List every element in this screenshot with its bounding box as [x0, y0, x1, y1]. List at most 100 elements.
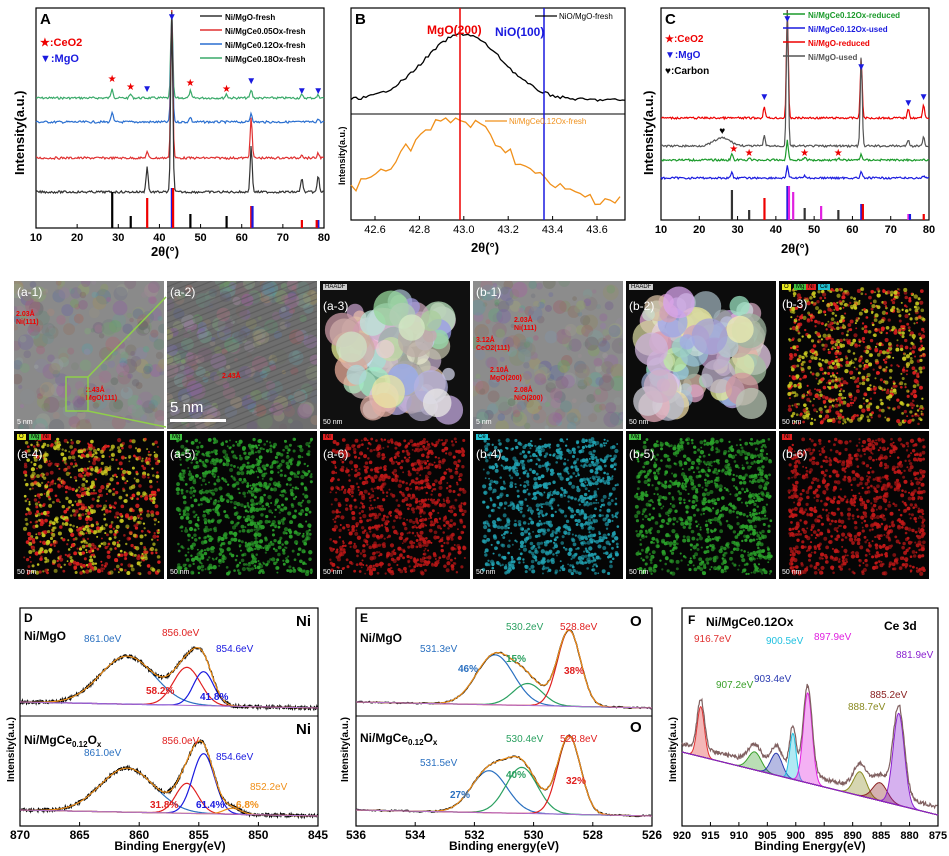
d-bot-pct3: 6.8%: [236, 800, 259, 811]
a-ref-bar-4: [172, 188, 175, 228]
x-tick-label: 900: [787, 830, 805, 842]
panel-c-xlabel: 2θ(°): [781, 241, 809, 256]
d-top-pct1: 58.2%: [146, 686, 174, 697]
micro-image-a-1: (a-1) 5 nm: [14, 281, 164, 429]
a-peak-marker-3: ★: [186, 78, 195, 89]
panel-c-x-ticks: 10 20 30 40 50 60 70 80: [655, 216, 935, 236]
x-tick-label: 528: [583, 828, 603, 842]
scale-bar-label: 50 nm: [476, 569, 496, 576]
scale-bar-label: 5 nm: [476, 419, 492, 426]
a-ref-bar-6: [225, 216, 228, 228]
c-curve-3: [660, 165, 930, 181]
panel-d-sample-bottom: Ni/MgCe0.12Ox: [24, 733, 102, 749]
a-ref-bar-7: [250, 206, 253, 228]
c-peak-marker-8: ★: [800, 148, 809, 159]
c-peak-marker-2: ▼: [856, 62, 866, 73]
d-bot-852: 852.2eV: [250, 782, 288, 793]
x-tick-label: 60: [236, 232, 248, 244]
a-marker-0: ★:CeO2: [40, 37, 82, 49]
micro-image-b-2: (b-2) HAADF 50 nm: [626, 281, 776, 429]
c-ref-bar-9: [860, 204, 863, 220]
f-peak-label-6: 885.2eV: [870, 690, 908, 701]
a-peak-marker-5: ▼: [246, 76, 256, 87]
panel-b-curves: [350, 32, 626, 206]
e-top-baseline: [355, 701, 653, 709]
micro-image-a-5: (a-5) Mg 50 nm: [167, 431, 317, 579]
micro-annotation: 2.10Å MgO(200): [490, 367, 522, 382]
scale-bar-label: 50 nm: [323, 419, 343, 426]
c-ref-bar-5: [792, 192, 795, 220]
panel-e-curves: [355, 629, 653, 818]
c-peak-marker-3: ▼: [903, 98, 913, 109]
x-tick-label: 850: [248, 828, 268, 842]
panel-f-xps-ce-chart: F Ni/MgCe0.12Ox Ce 3d Intensity(a.u.) Bi…: [668, 607, 947, 853]
panel-d-curves: [19, 646, 319, 820]
a-curve-3: [35, 12, 325, 195]
a-ref-bar-8: [251, 206, 254, 228]
a2-scale-label: 5 nm: [170, 399, 204, 416]
a-peak-marker-1: ★: [126, 82, 135, 93]
a-peak-marker-7: ▼: [313, 86, 323, 97]
c-marker-2: ♥:Carbon: [665, 66, 709, 77]
a-legend-item-3: Ni/MgCe0.18Ox-fresh: [225, 55, 306, 64]
micro-label: (a-3): [323, 299, 349, 313]
c-curve-1: [660, 9, 930, 149]
e-bot-p2: 530.4eV: [506, 734, 544, 745]
micro-label: (b-4): [476, 447, 502, 461]
panel-c-peak-markers: ▼ ▼ ▼ ▼ ▼ ♥ ★ ★ ★ ★: [719, 14, 928, 159]
c-ref-bar-3: [786, 186, 789, 220]
e-bot-p1: 531.5eV: [420, 758, 458, 769]
a-marker-1: ▼:MgO: [40, 53, 79, 65]
panel-a-marker-legend: ★:CeO2 ▼:MgO: [40, 37, 82, 65]
x-tick-label: 885: [872, 830, 890, 842]
f-peak-label-4: 897.9eV: [814, 632, 852, 643]
panel-c-curves: [660, 9, 930, 181]
panel-b-ylabel: Intensity(a.u.): [337, 126, 347, 185]
x-tick-label: 80: [923, 224, 935, 236]
f-peak-label-7: 881.9eV: [896, 650, 934, 661]
element-tag-Mg: Mg: [29, 434, 42, 440]
x-tick-label: 42.8: [409, 224, 430, 236]
micro-annotation: 2.43Å MgO(111): [86, 387, 118, 402]
d-bot-861: 861.0eV: [84, 748, 122, 759]
x-tick-label: 30: [112, 232, 124, 244]
panel-a-legend: Ni/MgO-fresh Ni/MgCe0.05Ox-fresh Ni/MgCe0.…: [200, 13, 306, 64]
micro-image-b-1: (b-1) 5 nm: [473, 281, 623, 429]
d-top-pct2: 41.8%: [200, 692, 228, 703]
a-ref-bar-3: [170, 188, 173, 228]
x-tick-label: 534: [405, 828, 425, 842]
c-peak-marker-5: ♥: [719, 126, 725, 137]
panel-b-mgo-label: MgO(200): [427, 23, 482, 37]
panel-a-reference-bars: [111, 188, 320, 228]
panel-b-legend-1: NiO/MgO-fresh: [559, 12, 613, 21]
scale-bar-label: 50 nm: [629, 419, 649, 426]
x-tick-label: 40: [770, 224, 782, 236]
panel-e-xlabel: Binding energy(eV): [449, 839, 559, 853]
c-peak-marker-4: ▼: [919, 92, 929, 103]
micro-label: (b-5): [629, 447, 655, 461]
x-tick-label: 70: [277, 232, 289, 244]
panel-d-element-bottom: Ni: [296, 721, 311, 738]
a-legend-item-0: Ni/MgO-fresh: [225, 13, 275, 22]
c-marker-0: ★:CeO2: [665, 34, 704, 45]
panel-d-x-ticks: 870 865 860 855 850 845: [10, 822, 328, 842]
e-bot-p3: 528.8eV: [560, 734, 598, 745]
panel-e-element-bottom: O: [630, 719, 642, 736]
panel-a-x-ticks: 10 20 30 40 50 60 70 80: [30, 224, 330, 244]
a-peak-marker-0: ★: [108, 74, 117, 85]
d-top-861: 861.0eV: [84, 634, 122, 645]
x-tick-label: 10: [655, 224, 667, 236]
f-comp-7: [681, 712, 939, 816]
micro-image-b-6: (b-6) Ni 50 nm: [779, 431, 929, 579]
a-ref-bar-0: [111, 192, 114, 228]
c-ref-bar-7: [820, 206, 823, 220]
element-tag-O: O: [17, 434, 26, 440]
d-bot-pct2: 61.4%: [196, 800, 224, 811]
panel-a-curves: [35, 9, 325, 195]
a-peak-marker-2: ▼: [142, 84, 152, 95]
micro-label: (b-1): [476, 285, 502, 299]
x-tick-label: 80: [318, 232, 330, 244]
micro-annotation: 2.08Å NiO(200): [514, 387, 543, 402]
panel-b-x-ticks: 42.6 42.8 43.0 43.2 43.4 43.6: [364, 216, 608, 236]
x-tick-label: 43.2: [497, 224, 518, 236]
